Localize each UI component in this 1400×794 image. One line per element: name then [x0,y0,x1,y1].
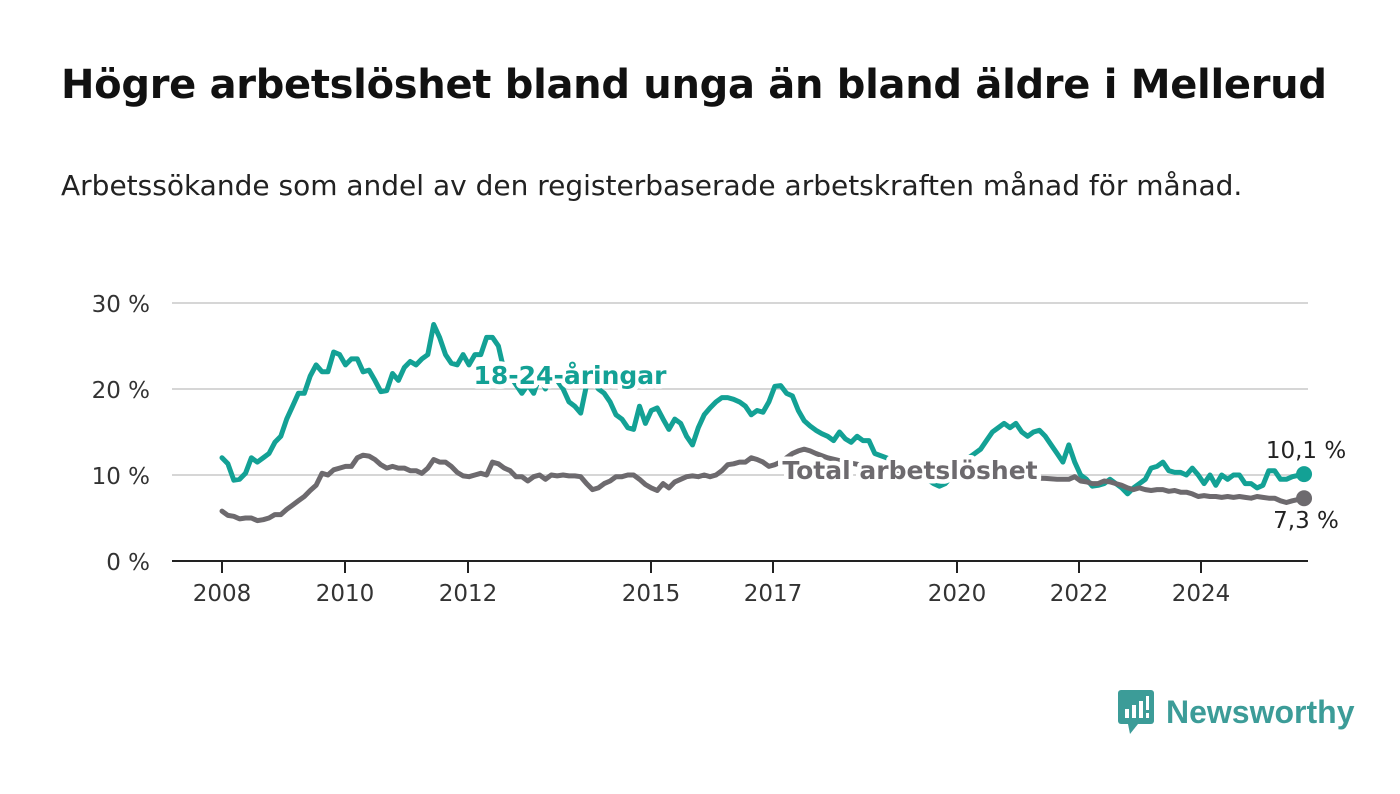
newsworthy-logo-icon [1118,690,1154,734]
x-tick-label: 2017 [744,581,803,607]
series-end-point [1296,466,1313,483]
x-tick-label: 2020 [928,581,987,607]
series-labels: 10,1 % 7,3 % 18-24-åringar Total arbetslösh… [469,357,1346,535]
series-name-label: 18-24-åringar [474,361,668,390]
newsworthy-logo-text: Newsworthy [1166,693,1355,730]
x-tick-label: 2008 [193,581,252,607]
y-tick-label: 30 % [92,292,150,318]
chart-subtitle: Arbetssökande som andel av den registerb… [61,169,1243,202]
x-tick-label: 2012 [439,581,498,607]
series-end-label: 10,1 % [1266,438,1346,464]
series-line [219,322,1307,497]
series-end-label: 7,3 % [1273,508,1339,534]
y-tick-label: 0 % [106,550,150,576]
x-tick-label: 2015 [622,581,681,607]
newsworthy-logo: Newsworthy [1118,690,1354,734]
y-tick-label: 10 % [92,464,150,490]
y-axis-ticks: 0 % 10 % 20 % 30 % [92,292,150,576]
x-axis: 2008 2010 2012 2015 2017 2020 2022 2024 [172,560,1308,607]
gridlines [172,302,1308,476]
x-tick-label: 2024 [1172,581,1231,607]
y-tick-label: 20 % [92,378,150,404]
x-tick-label: 2010 [316,581,375,607]
series-name-label: Total arbetslöshet [782,456,1037,485]
chart-title: Högre arbetslöshet bland unga än bland ä… [61,62,1327,108]
series-line [219,446,1307,524]
series-group [219,322,1313,524]
series-end-point [1296,490,1313,507]
x-tick-label: 2022 [1050,581,1109,607]
